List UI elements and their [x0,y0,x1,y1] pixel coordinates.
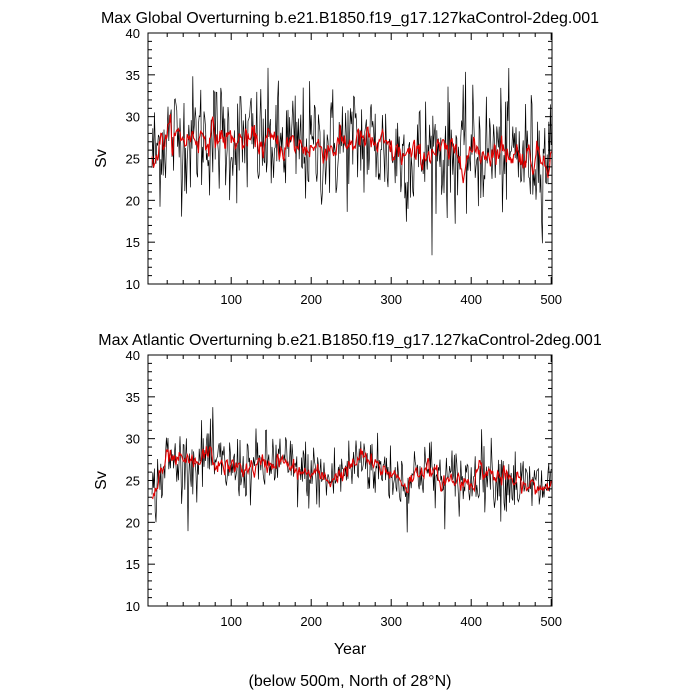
y-tick-label: 25 [126,152,140,167]
annual-series-line [151,407,552,533]
y-axis-label: Sv [93,149,110,168]
footnote: (below 500m, North of 28°N) [249,673,452,690]
x-tick-label: 300 [380,614,402,629]
running-mean-series-line [151,446,552,500]
y-tick-label: 25 [126,474,140,489]
x-tick-label: 400 [460,292,482,307]
x-tick-label: 100 [220,614,242,629]
y-tick-label: 10 [126,277,140,292]
annual-series-line [151,67,552,256]
x-axis-label: Year [334,641,367,658]
y-tick-label: 40 [126,26,140,41]
y-tick-label: 30 [126,432,140,447]
y-tick-label: 30 [126,110,140,125]
y-tick-label: 10 [126,599,140,614]
x-tick-label: 200 [300,292,322,307]
y-tick-label: 20 [126,193,140,208]
chart-title: Max Atlantic Overturning b.e21.B1850.f19… [98,332,602,349]
y-tick-label: 40 [126,348,140,363]
x-tick-label: 500 [540,614,562,629]
y-tick-label: 35 [126,390,140,405]
panel-atlantic [147,354,553,607]
x-tick-label: 100 [220,292,242,307]
x-tick-label: 300 [380,292,402,307]
plot-frame [147,354,553,607]
y-tick-label: 15 [126,557,140,572]
y-tick-label: 35 [126,68,140,83]
chart-title: Max Global Overturning b.e21.B1850.f19_g… [101,10,599,27]
x-tick-label: 500 [540,292,562,307]
y-tick-label: 20 [126,515,140,530]
panel-global [147,32,553,285]
y-tick-label: 15 [126,235,140,250]
x-tick-label: 200 [300,614,322,629]
running-mean-series-line [151,113,552,184]
x-tick-label: 400 [460,614,482,629]
y-axis-label: Sv [93,471,110,490]
